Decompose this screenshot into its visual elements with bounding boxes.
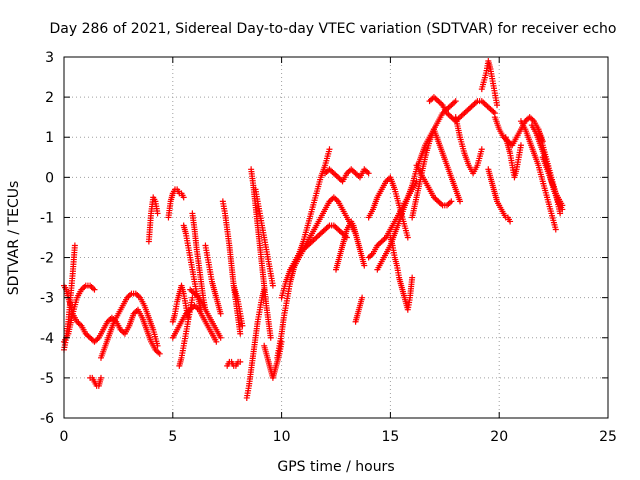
series-arc34 <box>413 162 455 209</box>
data-point <box>154 342 161 349</box>
data-point <box>217 310 224 317</box>
series-arc17 <box>230 282 246 329</box>
data-point <box>517 142 524 149</box>
series-arc21 <box>261 338 285 381</box>
series-arc14 <box>202 242 224 317</box>
series-arc33 <box>426 94 498 125</box>
series-arc41 <box>517 118 559 233</box>
data-point <box>71 242 78 249</box>
data-point <box>552 226 559 233</box>
data-point <box>452 98 459 105</box>
series-arc24 <box>287 194 359 273</box>
y-tick-label: -3 <box>40 291 54 307</box>
series-arc39 <box>485 166 514 225</box>
data-point <box>359 294 366 301</box>
data-point <box>457 198 464 205</box>
data-point <box>494 102 501 109</box>
y-tick-label: -5 <box>40 371 54 387</box>
series-arc20 <box>252 186 276 289</box>
series-arc36 <box>452 114 485 177</box>
series-arc44 <box>539 154 566 209</box>
data-point <box>365 170 372 177</box>
x-tick-label: 0 <box>60 429 69 445</box>
data-point <box>154 210 161 217</box>
data-point <box>237 358 244 365</box>
series-arc22 <box>274 222 350 361</box>
data-point <box>202 306 209 313</box>
y-tick-label: -4 <box>40 331 54 347</box>
data-point <box>189 294 196 301</box>
x-axis-label: GPS time / hours <box>277 459 394 475</box>
series-arc10 <box>176 294 196 369</box>
series-arc3 <box>61 282 98 345</box>
series-arc35 <box>430 126 464 205</box>
data-point <box>237 330 244 337</box>
series-arc8 <box>169 282 192 325</box>
data-point <box>217 334 224 341</box>
y-axis-label: SDTVAR / TECUs <box>6 181 22 296</box>
series-arc2 <box>61 242 78 353</box>
grid <box>64 57 608 418</box>
data-point <box>269 282 276 289</box>
series-arc6 <box>145 194 161 245</box>
series-arc28 <box>365 174 411 241</box>
data-points <box>61 58 566 401</box>
y-tick-label: 3 <box>45 50 54 66</box>
data-point <box>478 146 485 153</box>
data-point <box>404 234 411 241</box>
series-arc18 <box>243 286 268 401</box>
y-tick-label: -1 <box>40 210 54 226</box>
x-tick-label: 10 <box>273 429 291 445</box>
data-point <box>326 146 333 153</box>
data-point <box>409 274 416 281</box>
data-point <box>267 334 274 341</box>
axis-ticks: 0 5 10 15 20 25 -6 -5 -4 -3 -2 -1 0 1 2 3 <box>40 50 617 445</box>
data-point <box>97 374 104 381</box>
x-tick-label: 20 <box>490 429 508 445</box>
series-arc1 <box>61 282 163 357</box>
series-arc5 <box>97 290 161 361</box>
series-arc15 <box>219 198 244 337</box>
series-arc40 <box>502 134 524 181</box>
series-arc4 <box>87 374 104 389</box>
data-point <box>448 198 455 205</box>
series-arc27 <box>352 294 366 325</box>
y-tick-label: 1 <box>45 130 54 146</box>
data-point <box>91 286 98 293</box>
y-tick-label: -2 <box>40 251 54 267</box>
series-arc13 <box>189 210 209 313</box>
x-tick-label: 25 <box>599 429 617 445</box>
x-tick-label: 5 <box>168 429 177 445</box>
y-tick-label: -6 <box>40 411 54 427</box>
data-point <box>559 202 566 209</box>
series-arc26 <box>333 218 368 273</box>
series-arc31 <box>387 234 416 313</box>
plot-frame <box>63 56 609 419</box>
y-tick-label: 2 <box>45 90 54 106</box>
data-point <box>361 262 368 269</box>
data-point <box>180 194 187 201</box>
data-point <box>213 338 220 345</box>
y-tick-label: 0 <box>45 170 54 186</box>
data-point <box>557 210 564 217</box>
data-point <box>507 218 514 225</box>
series-arc16 <box>224 358 244 369</box>
series-arc25 <box>322 166 372 185</box>
series-arc7 <box>165 186 187 221</box>
data-point <box>239 322 246 329</box>
chart-title: Day 286 of 2021, Sidereal Day-to-day VTE… <box>50 21 617 37</box>
series-arc23 <box>278 146 333 301</box>
data-point <box>156 350 163 357</box>
x-tick-label: 15 <box>381 429 399 445</box>
series-arc37 <box>478 58 501 109</box>
